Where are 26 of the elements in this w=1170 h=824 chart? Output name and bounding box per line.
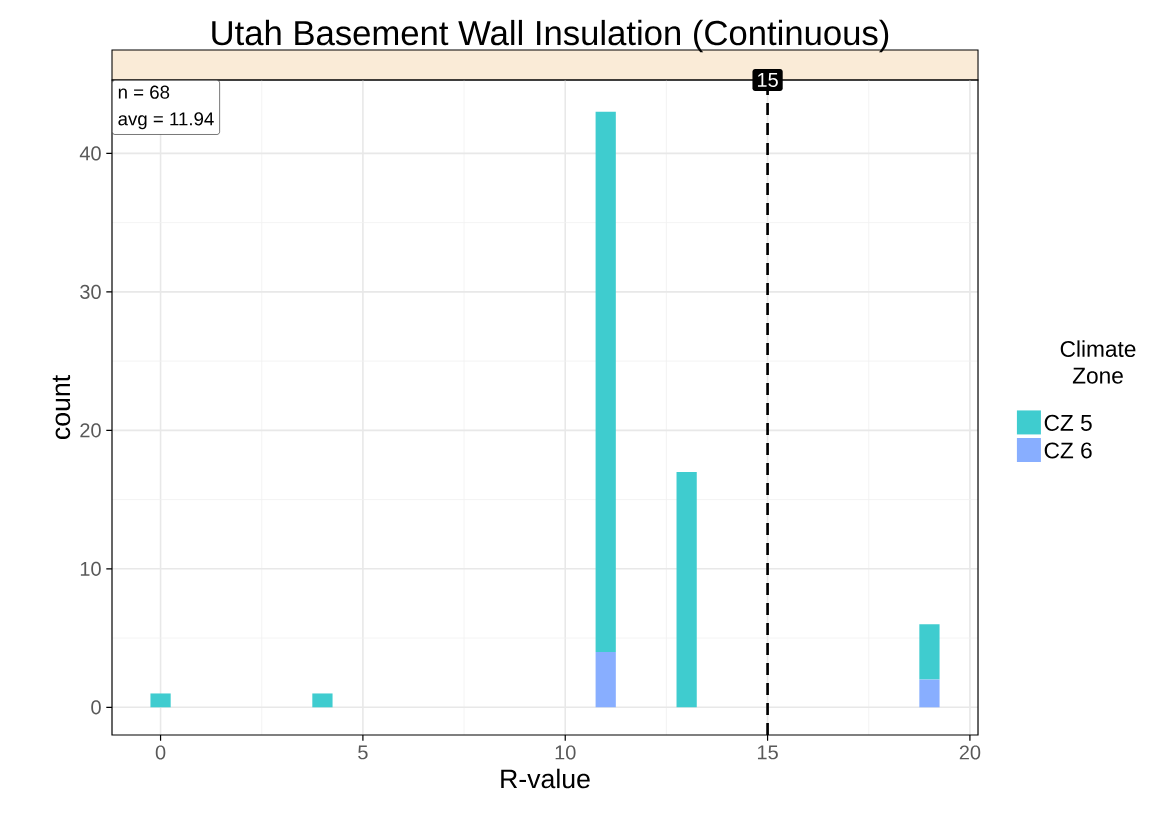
x-tick-label: 5 xyxy=(358,745,368,760)
legend-label: CZ 5 xyxy=(1044,414,1092,431)
bar xyxy=(676,471,697,708)
y-tick-label: 0 xyxy=(91,700,101,715)
bar xyxy=(919,679,940,708)
bar xyxy=(150,693,171,708)
y-tick-label: 30 xyxy=(80,284,101,299)
y-axis-title: count xyxy=(52,375,71,439)
legend-label: CZ 6 xyxy=(1044,442,1092,459)
ref-line-label: 15 xyxy=(757,73,778,87)
x-tick-label: 20 xyxy=(959,745,981,760)
bar xyxy=(595,111,616,652)
y-tick-label: 40 xyxy=(79,146,101,161)
bar xyxy=(919,624,940,680)
y-tick-label: 10 xyxy=(80,561,101,576)
annotation: avg = 11.94 xyxy=(118,112,214,130)
x-tick-label: 10 xyxy=(555,745,576,760)
bar xyxy=(312,693,333,708)
x-tick-label: 0 xyxy=(155,745,166,760)
x-axis-title: R-value xyxy=(501,768,590,789)
annotation: n = 68 xyxy=(118,85,170,99)
legend-title: Climate Zone xyxy=(1060,340,1136,384)
bar xyxy=(595,651,616,708)
chart-title: Utah Basement Wall Insulation (Continuous) xyxy=(212,19,889,53)
y-tick-label: 20 xyxy=(80,423,101,438)
x-tick-label: 15 xyxy=(757,745,778,760)
